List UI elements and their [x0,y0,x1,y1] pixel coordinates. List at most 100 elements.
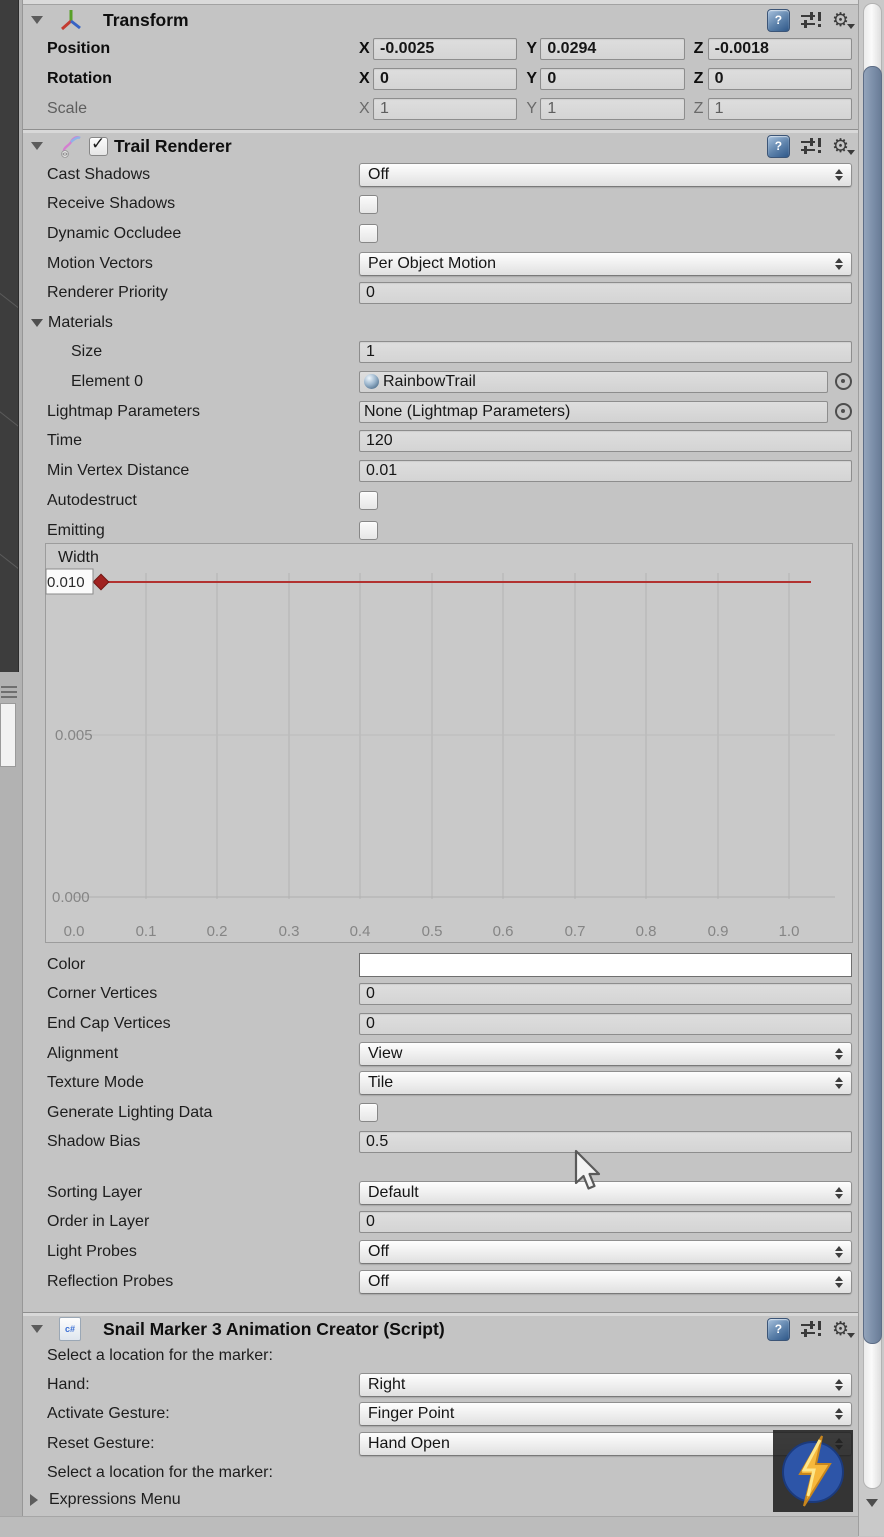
color-swatch[interactable] [359,952,852,977]
scrollbar-thumb[interactable] [863,66,882,1344]
element0-object-field[interactable]: RainbowTrail [359,370,828,393]
svg-text:0.7: 0.7 [565,923,586,940]
rotation-z-field[interactable]: 0 [707,68,852,90]
renderer-priority-field[interactable]: 0 [359,282,852,305]
activate-gesture-value: Finger Point [368,1405,455,1423]
curve-key-diamond[interactable] [92,573,110,591]
svg-text:0.0: 0.0 [64,923,85,940]
autodestruct-checkbox[interactable] [359,491,378,511]
emitting-checkbox[interactable] [359,521,378,541]
gear-icon[interactable]: ⚙ [831,135,856,157]
corner-vertices-field[interactable]: 0 [359,983,852,1006]
gear-icon[interactable]: ⚙ [831,1318,856,1340]
hand-dropdown[interactable]: Right [359,1372,852,1397]
rotation-y-field[interactable]: 0 [540,68,685,90]
help-icon[interactable]: ? [766,8,790,32]
scale-z-field[interactable]: 1 [707,98,852,120]
shadow-bias-field[interactable]: 0.5 [359,1131,852,1154]
time-label: Time [47,432,82,450]
foldout-open-icon[interactable] [31,318,43,327]
rotation-label: Rotation [47,70,112,87]
end-cap-vertices-label: End Cap Vertices [47,1014,171,1032]
position-z-field[interactable]: -0.0018 [707,38,852,60]
script-header[interactable]: c# Snail Marker 3 Animation Creator (Scr… [23,1316,858,1342]
presets-icon[interactable] [800,137,821,155]
scale-label: Scale [47,100,88,117]
presets-icon[interactable] [800,11,821,29]
end-cap-vertices-row: End Cap Vertices 0 [23,1009,858,1039]
dynamic-occludee-label: Dynamic Occludee [47,224,182,242]
foldout-closed-icon[interactable] [30,1493,38,1506]
width-curve-graph[interactable]: Width 0.010 0.005 0.000 0.0 0.1 0.2 0.3 … [45,543,853,943]
foldout-open-icon[interactable] [31,16,43,24]
scale-y-field[interactable]: 1 [540,98,685,120]
element0-value: RainbowTrail [383,372,476,390]
materials-size-field[interactable]: 1 [359,341,852,364]
sorting-layer-dropdown[interactable]: Default [359,1180,852,1205]
light-probes-label: Light Probes [47,1242,137,1260]
foldout-open-icon[interactable] [31,1325,43,1333]
sorting-layer-row: Sorting Layer Default [23,1178,858,1208]
component-title: Transform [103,9,189,30]
object-picker-icon[interactable] [835,373,852,391]
foldout-open-icon[interactable] [31,142,43,150]
lightmap-object-field[interactable]: None (Lightmap Parameters) [359,400,828,423]
texture-mode-dropdown[interactable]: Tile [359,1071,852,1096]
gear-icon[interactable]: ⚙ [831,9,856,31]
object-picker-icon[interactable] [835,403,852,421]
reflection-probes-row: Reflection Probes Off [23,1267,858,1297]
materials-foldout-row[interactable]: Materials [23,308,858,338]
transform-component: Transform ? ⚙ Position X -0.0025 Y 0.0294 … [23,6,858,129]
reset-gesture-value: Hand Open [368,1434,450,1452]
x-axis-label: X [359,100,370,117]
dynamic-occludee-row: Dynamic Occludee [23,219,858,249]
materials-label: Materials [48,313,113,331]
transform-header[interactable]: Transform ? ⚙ [23,6,858,34]
trail-renderer-component: ✓ Trail Renderer ? ⚙ Cast Shadows Off Re… [23,132,858,1312]
lightmap-parameters-row: Lightmap Parameters None (Lightmap Param… [23,397,858,427]
order-in-layer-field[interactable]: 0 [359,1211,852,1234]
help-icon[interactable]: ? [766,1317,790,1341]
hand-label: Hand: [47,1375,90,1393]
material-sphere-icon [364,374,379,390]
help-icon[interactable]: ? [766,134,790,158]
motion-vectors-dropdown[interactable]: Per Object Motion [359,251,852,276]
renderer-priority-label: Renderer Priority [47,284,168,302]
asset-thumbnail [773,1430,853,1512]
position-y-field[interactable]: 0.0294 [540,38,685,60]
min-vertex-distance-field[interactable]: 0.01 [359,459,852,482]
transform-tool-icon [61,10,81,31]
light-probes-dropdown[interactable]: Off [359,1239,852,1264]
generate-lighting-data-checkbox[interactable] [359,1103,378,1123]
position-row: Position X -0.0025 Y 0.0294 Z -0.0018 [23,34,858,64]
presets-icon[interactable] [800,1320,821,1338]
dropdown-arrows-icon [835,1186,843,1199]
rotation-x-field[interactable]: 0 [373,68,518,90]
min-vertex-distance-label: Min Vertex Distance [47,461,190,479]
position-x-field[interactable]: -0.0025 [373,38,518,60]
expressions-menu-foldout[interactable]: Expressions Menu [23,1487,858,1513]
receive-shadows-checkbox[interactable] [359,194,378,214]
dropdown-arrows-icon [835,1077,843,1090]
activate-gesture-dropdown[interactable]: Finger Point [359,1402,852,1427]
alignment-dropdown[interactable]: View [359,1041,852,1066]
trail-renderer-header[interactable]: ✓ Trail Renderer ? ⚙ [23,132,858,160]
time-field[interactable]: 120 [359,430,852,453]
component-divider [23,129,858,133]
panel-drag-handle-icon[interactable] [1,686,17,701]
autodestruct-label: Autodestruct [47,491,137,509]
dynamic-occludee-checkbox[interactable] [359,224,378,244]
end-cap-vertices-field[interactable]: 0 [359,1012,852,1035]
materials-size-row: Size 1 [23,338,858,368]
curve-value-box[interactable] [45,568,94,595]
shadow-bias-label: Shadow Bias [47,1133,141,1151]
component-enabled-checkbox[interactable]: ✓ [89,134,108,156]
vertical-scrollbar[interactable] [858,0,884,1536]
cast-shadows-dropdown[interactable]: Off [359,162,852,187]
reflection-probes-dropdown[interactable]: Off [359,1269,852,1294]
reset-gesture-dropdown[interactable]: Hand Open [359,1431,852,1456]
scrollbar-down-arrow-icon[interactable] [866,1499,878,1507]
scale-x-field[interactable]: 1 [373,98,518,120]
cast-shadows-label: Cast Shadows [47,165,151,183]
